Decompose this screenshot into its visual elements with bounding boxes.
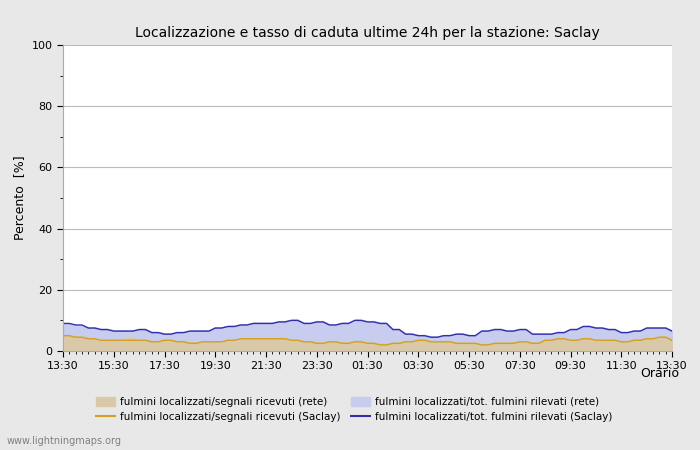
Text: www.lightningmaps.org: www.lightningmaps.org: [7, 436, 122, 446]
Legend: fulmini localizzati/segnali ricevuti (rete), fulmini localizzati/segnali ricevut: fulmini localizzati/segnali ricevuti (re…: [96, 396, 612, 422]
Text: Orario: Orario: [640, 367, 679, 380]
Title: Localizzazione e tasso di caduta ultime 24h per la stazione: Saclay: Localizzazione e tasso di caduta ultime …: [135, 26, 600, 40]
Y-axis label: Percento  [%]: Percento [%]: [13, 156, 26, 240]
